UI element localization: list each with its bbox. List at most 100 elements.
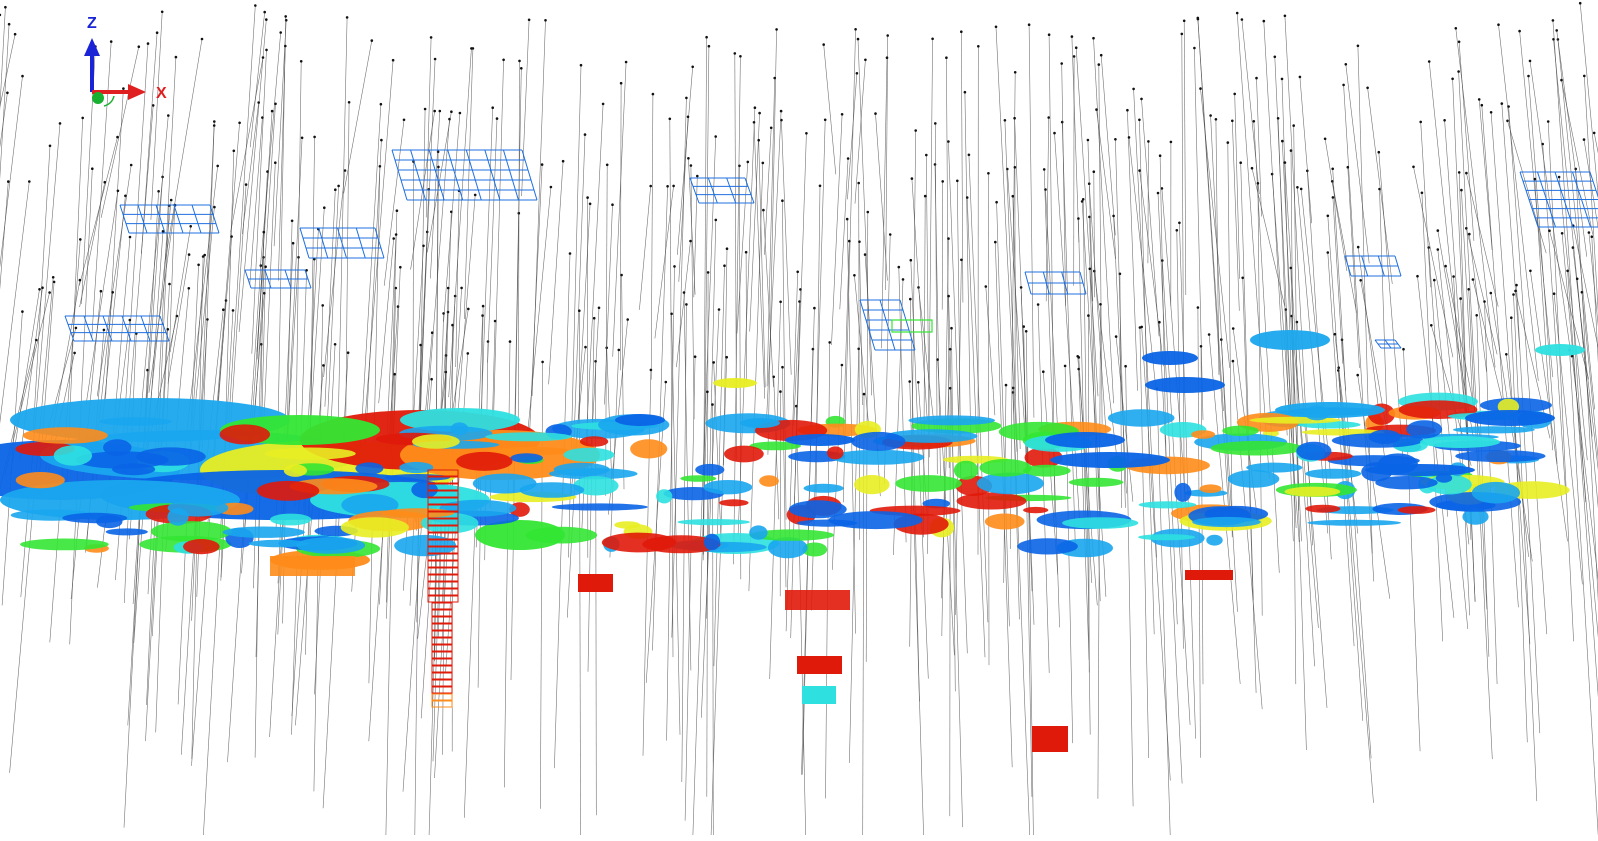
drillhole-trace[interactable] <box>167 254 190 384</box>
grade-block[interactable] <box>802 542 828 557</box>
drillhole-trace[interactable] <box>1012 196 1021 450</box>
drillhole-trace[interactable] <box>0 181 30 468</box>
drillhole-trace[interactable] <box>504 341 511 788</box>
drillhole-trace[interactable] <box>260 32 281 268</box>
drillhole-trace[interactable] <box>766 77 775 387</box>
wireframe-block-group[interactable] <box>299 227 385 259</box>
drillhole-trace[interactable] <box>323 170 346 378</box>
drillhole-trace[interactable] <box>85 190 119 406</box>
drillhole-trace[interactable] <box>621 274 625 490</box>
drillhole-trace[interactable] <box>1542 143 1566 495</box>
drillhole-trace[interactable] <box>713 362 722 539</box>
grade-block[interactable] <box>450 422 469 436</box>
grade-block[interactable] <box>1471 481 1520 504</box>
drillhole-trace[interactable] <box>1549 230 1590 380</box>
drillhole-trace[interactable] <box>898 267 907 543</box>
drillhole-trace[interactable] <box>1331 181 1357 313</box>
grade-block[interactable] <box>296 537 366 554</box>
drillhole-trace[interactable] <box>1236 12 1270 479</box>
drillhole-trace[interactable] <box>736 161 749 334</box>
drillhole-trace[interactable] <box>105 88 124 400</box>
drillhole-trace[interactable] <box>960 31 964 303</box>
drillhole-trace[interactable] <box>0 92 8 344</box>
high-grade-block-column[interactable] <box>427 469 459 708</box>
grade-block[interactable] <box>630 439 668 459</box>
drillhole-trace[interactable] <box>1516 285 1541 734</box>
drillhole-trace[interactable] <box>493 59 504 427</box>
drillhole-trace[interactable] <box>1458 41 1475 241</box>
wireframe-block-group[interactable] <box>689 177 755 204</box>
drillhole-trace[interactable] <box>1234 93 1240 279</box>
drillhole-trace[interactable] <box>758 140 766 388</box>
grade-block[interactable] <box>183 539 220 555</box>
drillhole-trace[interactable] <box>1444 120 1467 434</box>
drillhole-trace[interactable] <box>1501 103 1521 350</box>
grade-block[interactable] <box>1307 519 1402 526</box>
drillhole-trace[interactable] <box>521 19 530 197</box>
drillhole-trace[interactable] <box>242 102 259 235</box>
drillhole-trace[interactable] <box>1332 168 1346 391</box>
drillhole-trace[interactable] <box>430 110 441 279</box>
grade-block[interactable] <box>1406 420 1443 439</box>
drillhole-trace[interactable] <box>676 240 691 368</box>
drillhole-trace[interactable] <box>1281 78 1294 443</box>
drillhole-trace[interactable] <box>1345 64 1370 264</box>
drillhole-trace[interactable] <box>1075 47 1099 397</box>
drillhole-trace[interactable] <box>911 178 928 420</box>
drillhole-trace[interactable] <box>941 349 951 599</box>
drillhole-trace[interactable] <box>447 194 476 544</box>
drillhole-trace[interactable] <box>1567 270 1598 801</box>
grade-block[interactable] <box>895 475 962 492</box>
drillhole-trace[interactable] <box>361 60 394 461</box>
drillhole-trace[interactable] <box>427 111 452 253</box>
drillhole-trace[interactable] <box>1434 280 1469 630</box>
grade-block[interactable] <box>1397 506 1436 514</box>
grade-block[interactable] <box>167 499 229 517</box>
drillhole-trace[interactable] <box>1061 122 1076 552</box>
grade-block[interactable] <box>1023 506 1049 514</box>
grade-block[interactable] <box>1435 473 1453 483</box>
drillhole-trace[interactable] <box>934 123 938 475</box>
drillhole-trace[interactable] <box>823 44 837 175</box>
drillhole-trace[interactable] <box>875 113 888 281</box>
drillhole-trace[interactable] <box>1094 271 1118 464</box>
drillhole-trace[interactable] <box>1125 366 1134 807</box>
drillhole-trace[interactable] <box>1461 190 1474 406</box>
drillhole-trace[interactable] <box>767 29 777 455</box>
drillhole-trace[interactable] <box>464 48 474 320</box>
grade-block[interactable] <box>719 499 749 507</box>
grade-block[interactable] <box>984 513 1025 530</box>
grade-block[interactable] <box>103 439 132 456</box>
drillhole-trace[interactable] <box>0 181 9 441</box>
grade-block[interactable] <box>1138 534 1196 541</box>
drillhole-trace[interactable] <box>1579 3 1598 298</box>
drillhole-trace[interactable] <box>909 130 916 647</box>
drillhole-trace[interactable] <box>249 117 263 285</box>
drillhole-trace[interactable] <box>769 301 781 680</box>
drillhole-trace[interactable] <box>1379 188 1389 446</box>
grade-block[interactable] <box>1296 441 1332 461</box>
drillhole-trace[interactable] <box>831 114 843 346</box>
drillhole-trace[interactable] <box>706 272 709 797</box>
grade-block[interactable] <box>703 480 753 495</box>
drillhole-trace[interactable] <box>690 165 695 420</box>
drillhole-trace[interactable] <box>1113 215 1127 494</box>
drillhole-trace[interactable] <box>995 26 1018 452</box>
grade-block[interactable] <box>105 528 148 536</box>
drillhole-trace[interactable] <box>1299 76 1312 224</box>
grade-block[interactable] <box>1331 433 1424 448</box>
drillhole-trace[interactable] <box>854 59 866 204</box>
drillhole-trace[interactable] <box>1571 356 1598 724</box>
grade-block[interactable] <box>1022 464 1071 477</box>
drillhole-trace[interactable] <box>1071 36 1080 243</box>
drillhole-trace[interactable] <box>1087 139 1094 302</box>
grade-block[interactable] <box>76 451 169 469</box>
drillhole-trace[interactable] <box>1043 169 1060 628</box>
grade-block[interactable] <box>1050 452 1170 468</box>
drillhole-trace[interactable] <box>1327 252 1355 647</box>
drillhole-trace[interactable] <box>487 118 498 363</box>
drillhole-trace[interactable] <box>1141 98 1160 337</box>
drillhole-trace[interactable] <box>1511 317 1528 743</box>
drillhole-trace[interactable] <box>249 12 265 148</box>
grade-block[interactable] <box>1365 464 1475 476</box>
